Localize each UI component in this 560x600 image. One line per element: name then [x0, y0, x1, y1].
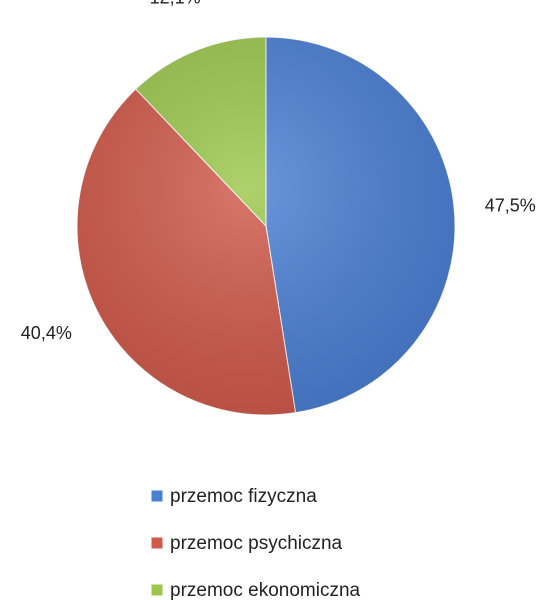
data-label: 47,5%	[485, 196, 536, 216]
legend-label: przemoc fizyczna	[170, 486, 317, 507]
legend-label: przemoc psychiczna	[170, 533, 343, 554]
pie-slice	[265, 36, 456, 414]
legend: przemoc fizyczna przemoc psychiczna przemo…	[150, 486, 361, 600]
legend-swatch	[150, 583, 164, 597]
legend-swatch	[150, 536, 164, 550]
data-label: 12,1%	[150, 0, 201, 7]
legend-swatch	[150, 489, 164, 503]
legend-label: przemoc ekonomiczna	[170, 580, 361, 600]
data-label: 40,4%	[21, 323, 72, 343]
pie: 47,5% 40,4% 12,1%	[21, 0, 536, 416]
